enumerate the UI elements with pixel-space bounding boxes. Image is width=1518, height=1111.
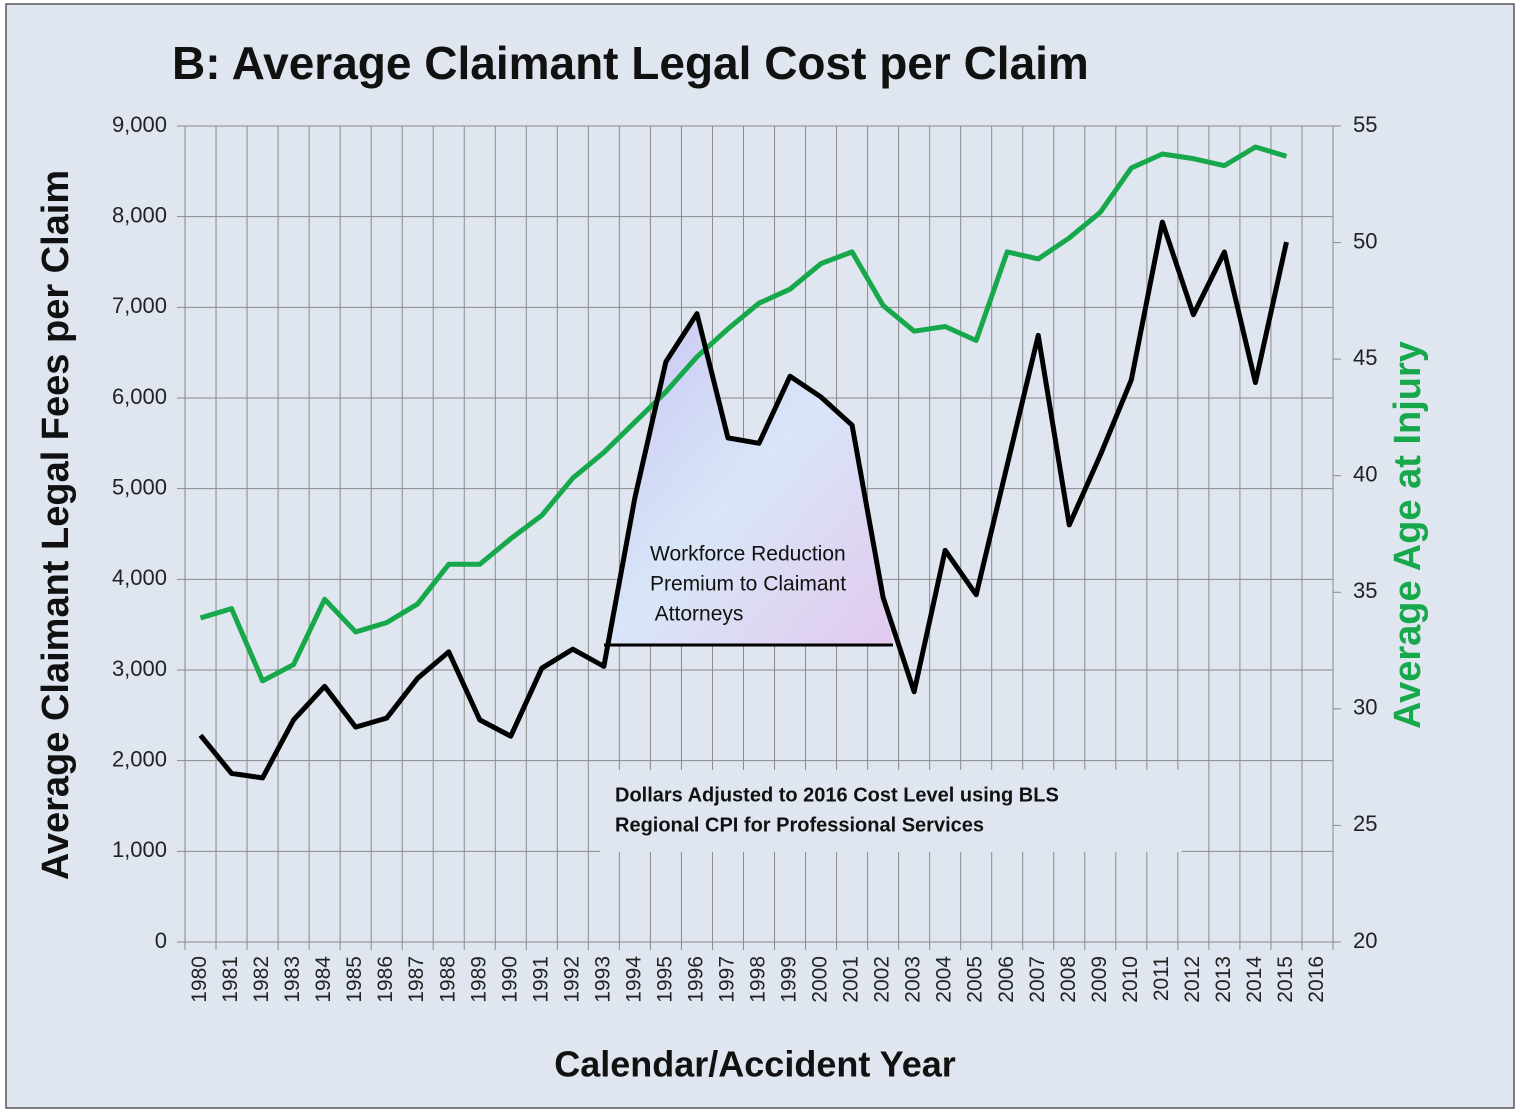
x-tick-label: 2010 bbox=[1119, 956, 1142, 1003]
y-tick-label: 4,000 bbox=[112, 565, 167, 590]
x-tick-label: 2016 bbox=[1305, 956, 1328, 1003]
y-tick-label: 8,000 bbox=[112, 202, 167, 227]
y2-tick-label: 30 bbox=[1353, 695, 1377, 720]
annotation: Workforce Reduction bbox=[650, 543, 846, 566]
annotation: Dollars Adjusted to 2016 Cost Level usin… bbox=[615, 784, 1059, 806]
x-tick-label: 1990 bbox=[498, 956, 521, 1003]
x-tick-label: 2011 bbox=[1150, 956, 1173, 1001]
note-box bbox=[600, 770, 1182, 852]
y2-tick-label: 35 bbox=[1353, 578, 1377, 603]
y-axis-label: Average Claimant Legal Fees per Claim bbox=[35, 170, 77, 880]
x-tick-label: 2000 bbox=[809, 956, 832, 1003]
x-tick-label: 1980 bbox=[188, 956, 211, 1003]
x-tick-label: 1981 bbox=[219, 956, 242, 1003]
y2-tick-label: 55 bbox=[1353, 112, 1377, 137]
x-tick-label: 1999 bbox=[778, 956, 801, 1003]
x-tick-label: 2007 bbox=[1026, 956, 1049, 1003]
series-line bbox=[198, 219, 1289, 781]
y2-tick-label: 50 bbox=[1353, 228, 1377, 253]
chart-title: B: Average Claimant Legal Cost per Claim bbox=[172, 37, 1089, 89]
x-tick-label: 1988 bbox=[436, 956, 459, 1003]
x-tick-label: 1993 bbox=[591, 956, 614, 1003]
annotation: Premium to Claimant bbox=[650, 573, 846, 596]
x-tick-label: 1982 bbox=[250, 956, 273, 1003]
series-line bbox=[199, 144, 1288, 684]
y-tick-label: 3,000 bbox=[112, 656, 167, 681]
y2-tick-label: 40 bbox=[1353, 462, 1377, 487]
x-tick-label: 2005 bbox=[964, 956, 987, 1003]
x-tick-label: 2008 bbox=[1057, 956, 1080, 1003]
x-tick-label: 2014 bbox=[1243, 956, 1266, 1003]
x-axis-label: Calendar/Accident Year bbox=[554, 1044, 956, 1085]
x-tick-label: 1994 bbox=[622, 956, 645, 1003]
x-tick-label: 1985 bbox=[343, 956, 366, 1003]
y2-axis-label: Average Age at Injury bbox=[1387, 341, 1429, 729]
x-tick-label: 1984 bbox=[312, 956, 335, 1003]
x-tick-label: 1998 bbox=[747, 956, 770, 1003]
x-tick-label: 2002 bbox=[871, 956, 894, 1003]
y-tick-label: 6,000 bbox=[112, 384, 167, 409]
x-tick-label: 2013 bbox=[1212, 956, 1235, 1003]
y2-tick-label: 20 bbox=[1353, 928, 1377, 953]
y-tick-label: 5,000 bbox=[112, 474, 167, 499]
y2-tick-label: 25 bbox=[1353, 811, 1377, 836]
y-tick-label: 7,000 bbox=[112, 293, 167, 318]
shaded-region bbox=[604, 314, 893, 645]
x-tick-label: 1997 bbox=[716, 956, 739, 1003]
x-tick-label: 1996 bbox=[684, 956, 707, 1003]
y-tick-label: 9,000 bbox=[112, 112, 167, 137]
y-tick-label: 0 bbox=[155, 928, 167, 953]
y-tick-label: 1,000 bbox=[112, 837, 167, 862]
x-tick-label: 2006 bbox=[995, 956, 1018, 1003]
annotation: Regional CPI for Professional Services bbox=[615, 814, 984, 836]
y2-tick-label: 45 bbox=[1353, 345, 1377, 370]
x-tick-label: 2012 bbox=[1181, 956, 1204, 1003]
x-tick-label: 2001 bbox=[840, 956, 863, 1003]
x-tick-label: 1991 bbox=[529, 956, 552, 1003]
x-tick-label: 1986 bbox=[374, 956, 397, 1003]
y-tick-label: 2,000 bbox=[112, 746, 167, 771]
x-tick-label: 2004 bbox=[933, 956, 956, 1003]
x-tick-label: 1992 bbox=[560, 956, 583, 1003]
x-tick-label: 2015 bbox=[1274, 956, 1297, 1003]
annotation: Attorneys bbox=[650, 603, 743, 626]
x-tick-label: 1989 bbox=[467, 956, 490, 1003]
x-tick-label: 1995 bbox=[653, 956, 676, 1003]
x-tick-label: 2003 bbox=[902, 956, 925, 1003]
x-tick-label: 1983 bbox=[281, 956, 304, 1003]
x-tick-label: 2009 bbox=[1088, 956, 1111, 1003]
x-tick-label: 1987 bbox=[405, 956, 428, 1003]
